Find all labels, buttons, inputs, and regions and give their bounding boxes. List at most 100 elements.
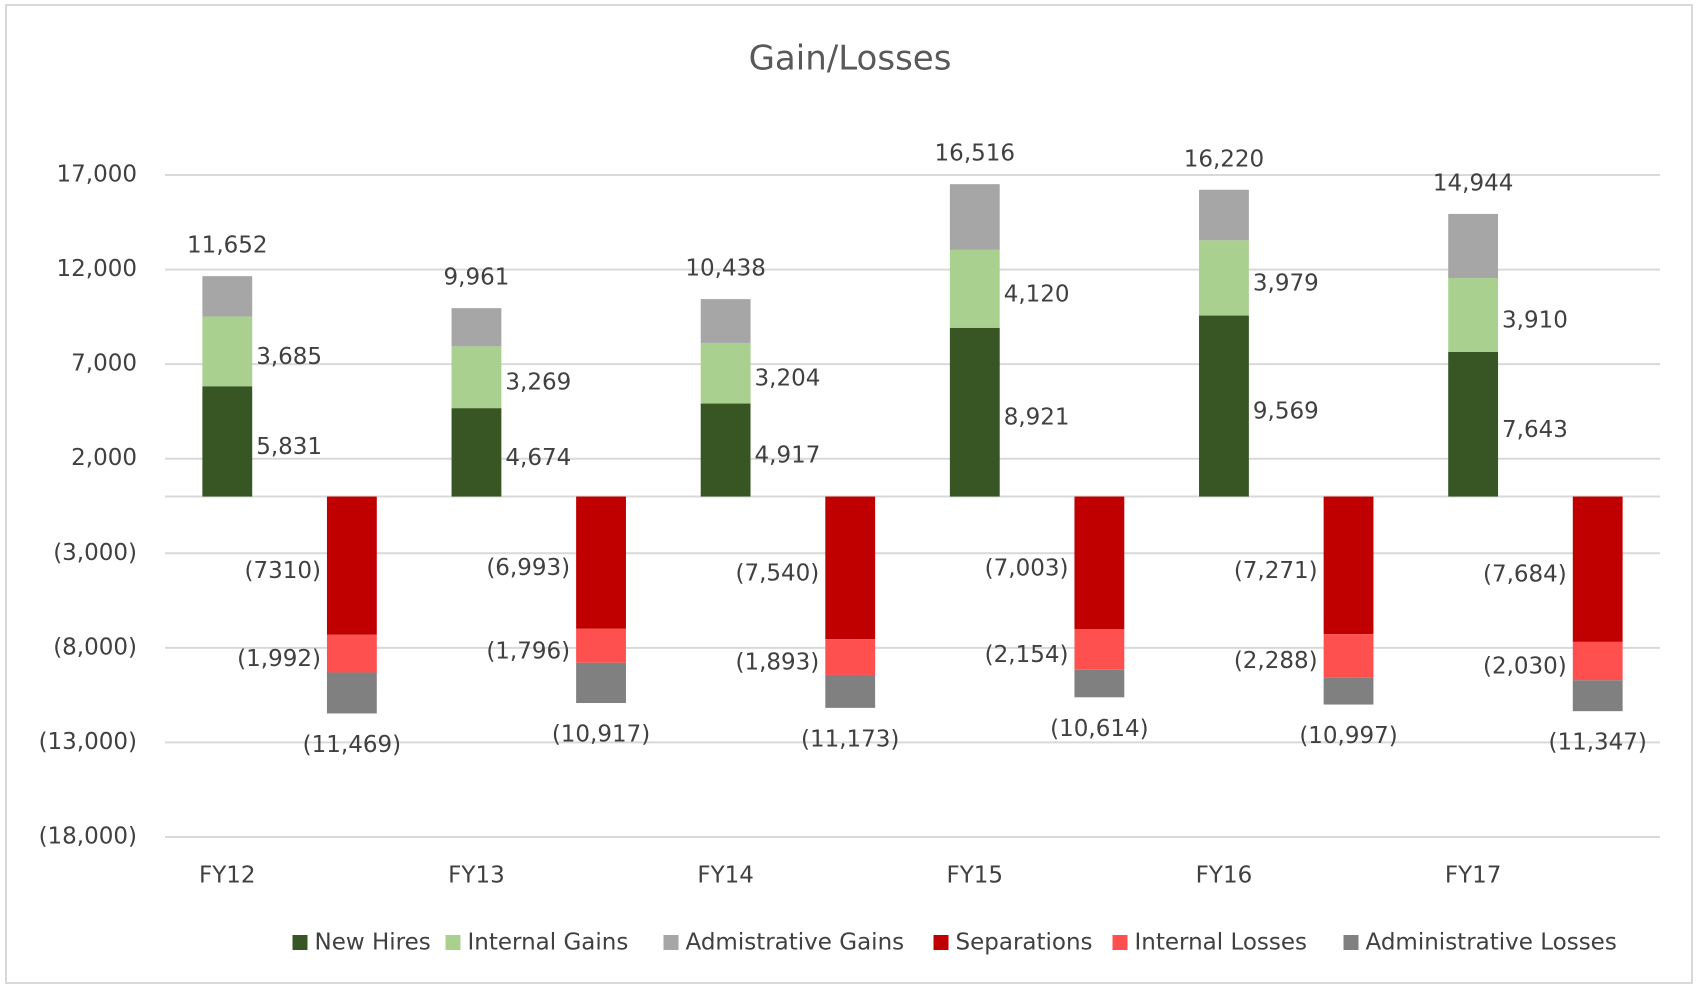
- total-label: 16,220: [1184, 146, 1264, 172]
- legend-label: Administrative Losses: [1366, 930, 1617, 956]
- y-tick-label: (8,000): [53, 634, 137, 660]
- bar-segment: [576, 496, 626, 629]
- data-label: (7310): [244, 558, 320, 584]
- bar-segment: [825, 496, 876, 640]
- legend-swatch: [445, 935, 461, 950]
- data-label: (2,154): [985, 642, 1069, 668]
- bar-segment: [700, 299, 751, 343]
- legend-swatch: [663, 935, 679, 950]
- data-label: 3,204: [755, 366, 821, 392]
- data-label: 7,643: [1502, 417, 1568, 443]
- legend-label: New Hires: [315, 930, 431, 956]
- data-label: 4,674: [505, 445, 571, 471]
- data-label: (7,003): [985, 555, 1069, 581]
- data-label: (1,796): [486, 638, 570, 664]
- bar-segment: [1199, 189, 1249, 241]
- total-label: 16,516: [935, 141, 1015, 167]
- total-label: 11,652: [187, 233, 267, 259]
- bar-segment: [949, 184, 1000, 250]
- bar-segment: [326, 496, 377, 635]
- total-label: (11,173): [801, 726, 899, 752]
- bar-segment: [700, 342, 751, 404]
- legend-swatch: [1112, 935, 1128, 950]
- bar-segment: [1074, 669, 1125, 698]
- legend-label: Admistrative Gains: [686, 930, 905, 956]
- bar-segment: [451, 346, 502, 409]
- legend-label: Separations: [956, 930, 1093, 956]
- y-tick-label: (18,000): [39, 824, 137, 850]
- bar-segment: [576, 662, 626, 704]
- total-label: (10,917): [552, 722, 650, 748]
- bar-segment: [949, 249, 1000, 328]
- bar-segment: [700, 403, 751, 497]
- data-label: 8,921: [1004, 405, 1070, 431]
- bar-segment: [326, 634, 377, 673]
- data-label: (6,993): [486, 555, 570, 581]
- y-tick-label: 12,000: [57, 256, 137, 282]
- bar-segment: [451, 308, 502, 347]
- x-tick-label: FY12: [199, 863, 256, 889]
- total-label: (10,997): [1299, 723, 1397, 749]
- bar-segment: [1074, 628, 1125, 670]
- data-label: (7,684): [1483, 562, 1567, 588]
- legend-label: Internal Losses: [1135, 930, 1308, 956]
- data-label: 3,979: [1253, 270, 1319, 296]
- legend-swatch: [933, 935, 949, 950]
- legend-swatch: [292, 935, 308, 950]
- bar-segment: [1199, 315, 1249, 497]
- total-label: (11,469): [303, 732, 401, 758]
- x-tick-label: FY13: [448, 863, 505, 889]
- bar-segment: [202, 276, 253, 317]
- bar-segment: [949, 327, 1000, 497]
- bar-segment: [1323, 496, 1374, 635]
- bar-segment: [825, 674, 876, 708]
- data-label: 3,269: [505, 370, 571, 396]
- data-label: 3,685: [256, 344, 322, 370]
- bar-segment: [1323, 677, 1374, 705]
- bar-segment: [202, 316, 253, 387]
- bar-segment: [202, 386, 253, 497]
- data-label: 4,120: [1004, 281, 1070, 307]
- bar-segment: [576, 628, 626, 663]
- data-label: 5,831: [256, 434, 322, 460]
- data-label: (1,893): [735, 650, 819, 676]
- total-label: 14,944: [1433, 170, 1513, 196]
- y-tick-label: (3,000): [53, 540, 137, 566]
- data-label: 3,910: [1502, 308, 1568, 334]
- x-tick-label: FY15: [947, 863, 1004, 889]
- data-label: (2,288): [1234, 648, 1318, 674]
- chart-border: [5, 4, 1693, 984]
- bar-segment: [451, 408, 502, 497]
- bar-segment: [1572, 680, 1623, 712]
- total-label: 9,961: [444, 265, 510, 291]
- legend-swatch: [1343, 935, 1359, 950]
- chart-title: Gain/Losses: [749, 39, 952, 79]
- bar-segment: [326, 672, 377, 714]
- y-tick-label: (13,000): [39, 729, 137, 755]
- data-label: (1,992): [237, 646, 321, 672]
- bar-segment: [1448, 278, 1499, 352]
- bar-segment: [1572, 641, 1623, 681]
- bar-segment: [1074, 496, 1125, 629]
- total-label: (11,347): [1548, 730, 1646, 756]
- bar-segment: [1448, 213, 1499, 279]
- bar-segment: [1572, 496, 1623, 642]
- total-label: (10,614): [1050, 716, 1148, 742]
- total-label: 10,438: [685, 256, 765, 282]
- bar-segment: [1199, 240, 1249, 316]
- y-tick-label: 7,000: [71, 351, 137, 377]
- data-label: (2,030): [1483, 654, 1567, 680]
- y-tick-label: 17,000: [57, 162, 137, 188]
- bar-segment: [1323, 634, 1374, 678]
- data-label: 4,917: [755, 443, 821, 469]
- y-tick-label: 2,000: [71, 445, 137, 471]
- bar-segment: [825, 639, 876, 675]
- legend-label: Internal Gains: [468, 930, 629, 956]
- data-label: 9,569: [1253, 399, 1319, 425]
- x-tick-label: FY16: [1196, 863, 1253, 889]
- data-label: (7,540): [735, 560, 819, 586]
- x-tick-label: FY14: [697, 863, 754, 889]
- bar-segment: [1448, 351, 1499, 497]
